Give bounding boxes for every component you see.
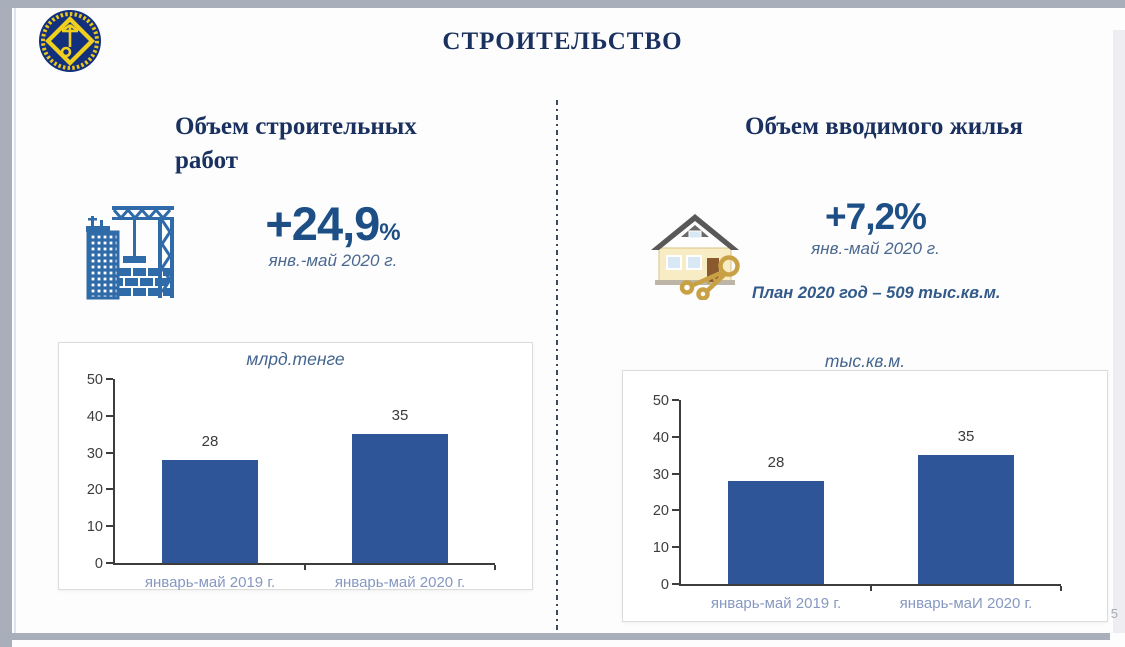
left-metric-period: янв.-май 2020 г. (268, 251, 398, 270)
bar (918, 455, 1014, 584)
y-tick-mark (106, 378, 113, 380)
frame-top-bar (0, 0, 1125, 8)
y-tick-mark (106, 488, 113, 491)
plot-area: 0 10 20 30 40 50 28 январь-май 2019 г. 35 январь-… (653, 393, 1062, 612)
y-tick-mark (672, 399, 679, 401)
bar-group: 35 январь-май 2020 г. (305, 379, 495, 591)
y-tick-label: 10 (86, 519, 103, 536)
left-section-title: Объем строительных работ (175, 113, 417, 174)
page-number: 5 (1110, 606, 1118, 621)
frame-left-strip (0, 8, 12, 647)
percent-sign: % (379, 219, 401, 246)
bar-value-label: 28 (201, 432, 219, 450)
bar-group: 28 январь-май 2019 г. (681, 400, 871, 612)
organization-emblem-logo (38, 9, 102, 73)
x-category-label: январь-май 2020 г. (334, 574, 466, 591)
y-tick-label: 40 (86, 408, 103, 425)
right-metric-period: янв.-май 2020 г. (811, 239, 940, 258)
y-tick-mark (672, 472, 679, 475)
left-chart-card: млрд.тенге 0 10 20 30 40 50 28 январь-май 2019 … (58, 342, 533, 591)
construction-crane-icon (78, 198, 182, 302)
frame-bottom-bar (7, 633, 1110, 640)
bar-value-label: 35 (957, 428, 975, 446)
left-chart-title: млрд.тенге (246, 349, 345, 369)
y-tick-label: 40 (652, 429, 669, 446)
bar-group: 35 январь-маИ 2020 г. (871, 400, 1061, 612)
bar-value-label: 28 (767, 453, 785, 471)
bars-row: 28 январь-май 2019 г. 35 январь-маИ 2020 г. (681, 400, 1061, 612)
right-chart-title: тыс.кв.м. (824, 351, 906, 371)
y-tick-mark (106, 525, 113, 528)
bar-value-label: 35 (391, 407, 409, 425)
y-tick-label: 10 (652, 540, 669, 557)
right-metric: +7,2% янв.-май 2020 г. (788, 198, 963, 259)
x-tick-mark (870, 586, 872, 591)
y-tick-label: 50 (652, 393, 669, 409)
plan-2020-note: План 2020 год – 509 тыс.кв.м. (752, 284, 1001, 302)
house-with-keys-icon (645, 208, 745, 301)
y-tick-label: 30 (86, 445, 103, 462)
y-tick-label: 20 (86, 482, 103, 499)
page-title: СТРОИТЕЛЬСТВО (442, 28, 683, 55)
y-tick-mark (672, 435, 679, 438)
bar-group: 28 январь-май 2019 г. (115, 379, 305, 591)
bars-row: 28 январь-май 2019 г. 35 январь-май 2020 г. (115, 379, 495, 591)
bar (162, 459, 258, 563)
left-accent-line (14, 8, 16, 633)
x-tick-mark (304, 565, 306, 570)
x-category-label: январь-маИ 2020 г. (899, 595, 1033, 612)
y-tick-mark (672, 583, 679, 585)
y-tick-mark (106, 451, 113, 454)
y-tick-label: 0 (94, 556, 103, 572)
section-divider (556, 100, 558, 630)
y-tick-mark (672, 509, 679, 512)
bar (728, 480, 824, 584)
x-tick-mark (1060, 586, 1062, 591)
y-tick-mark (106, 562, 113, 564)
x-category-label: январь-май 2019 г. (144, 574, 276, 591)
bar (352, 434, 448, 563)
frame-right-strip (1113, 30, 1125, 633)
x-category-label: январь-май 2019 г. (710, 595, 842, 612)
right-metric-value: +7,2% (825, 196, 927, 237)
left-metric: +24,9% янв.-май 2020 г. (228, 200, 438, 271)
y-tick-mark (106, 414, 113, 417)
plot-area: 0 10 20 30 40 50 28 январь-май 2019 г. 35 январь-… (87, 372, 496, 591)
y-tick-label: 20 (652, 503, 669, 520)
y-tick-label: 0 (660, 577, 669, 593)
x-tick-mark (494, 565, 496, 570)
right-chart-card: тыс.кв.м. 0 10 20 30 40 50 28 январь-май 2019 г… (622, 351, 1108, 622)
left-metric-value: +24,9% (265, 197, 401, 250)
right-section-title: Объем вводимого жилья (745, 113, 1023, 140)
y-tick-label: 50 (86, 372, 103, 388)
y-tick-mark (672, 546, 679, 549)
y-tick-label: 30 (652, 466, 669, 483)
